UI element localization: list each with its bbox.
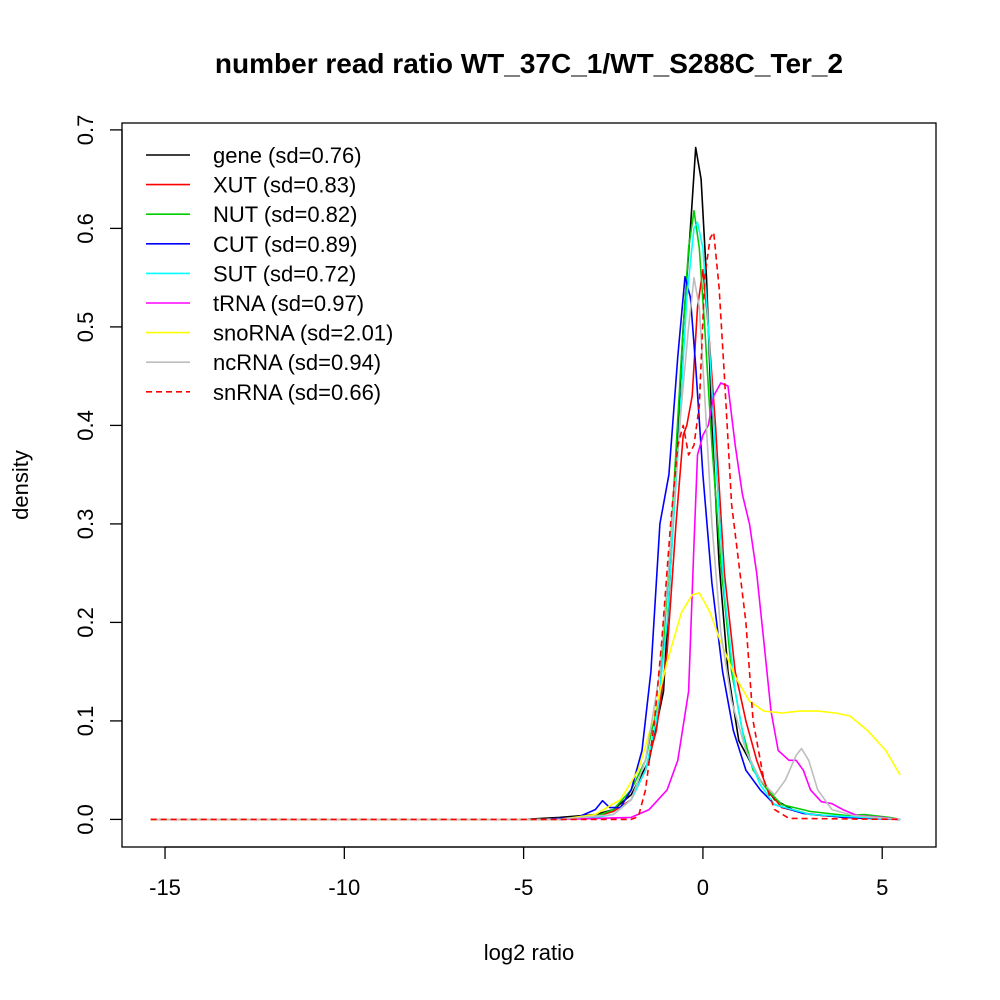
series-line-3: [150, 275, 901, 821]
x-tick-label: -5: [514, 875, 534, 900]
x-tick-label: 0: [697, 875, 709, 900]
series-line-8: [150, 231, 901, 821]
y-tick-label: 0.3: [73, 509, 98, 540]
x-axis-label: log2 ratio: [484, 940, 575, 965]
legend-label: snRNA (sd=0.66): [213, 380, 381, 405]
y-tick-label: 0.5: [73, 312, 98, 343]
y-axis-label: density: [8, 450, 33, 520]
series-line-7: [150, 276, 901, 821]
series-lines: [150, 146, 901, 821]
y-tick-label: 0.7: [73, 115, 98, 146]
legend: gene (sd=0.76) XUT (sd=0.83) NUT (sd=0.82)…: [146, 143, 393, 405]
y-axis: 0.0 0.1 0.2 0.3 0.4 0.5 0.6 0.7: [73, 115, 123, 835]
chart-title: number read ratio WT_37C_1/WT_S288C_Ter_…: [215, 48, 843, 79]
legend-label: tRNA (sd=0.97): [213, 291, 364, 316]
y-tick-label: 0.6: [73, 213, 98, 244]
legend-label: XUT (sd=0.83): [213, 173, 356, 198]
x-tick-label: -15: [149, 875, 181, 900]
x-tick-label: 5: [876, 875, 888, 900]
y-tick-label: 0.2: [73, 607, 98, 638]
legend-label: gene (sd=0.76): [213, 143, 362, 168]
legend-label: SUT (sd=0.72): [213, 261, 356, 286]
series-line-5: [150, 382, 901, 821]
y-tick-label: 0.4: [73, 410, 98, 441]
legend-label: CUT (sd=0.89): [213, 232, 357, 257]
y-tick-label: 0.1: [73, 706, 98, 737]
legend-label: ncRNA (sd=0.94): [213, 350, 381, 375]
y-tick-label: 0.0: [73, 804, 98, 835]
x-tick-label: -10: [328, 875, 360, 900]
series-line-6: [150, 592, 901, 821]
legend-label: snoRNA (sd=2.01): [213, 321, 393, 346]
legend-label: NUT (sd=0.82): [213, 202, 357, 227]
x-axis: -15 -10 -5 0 5: [149, 846, 888, 900]
